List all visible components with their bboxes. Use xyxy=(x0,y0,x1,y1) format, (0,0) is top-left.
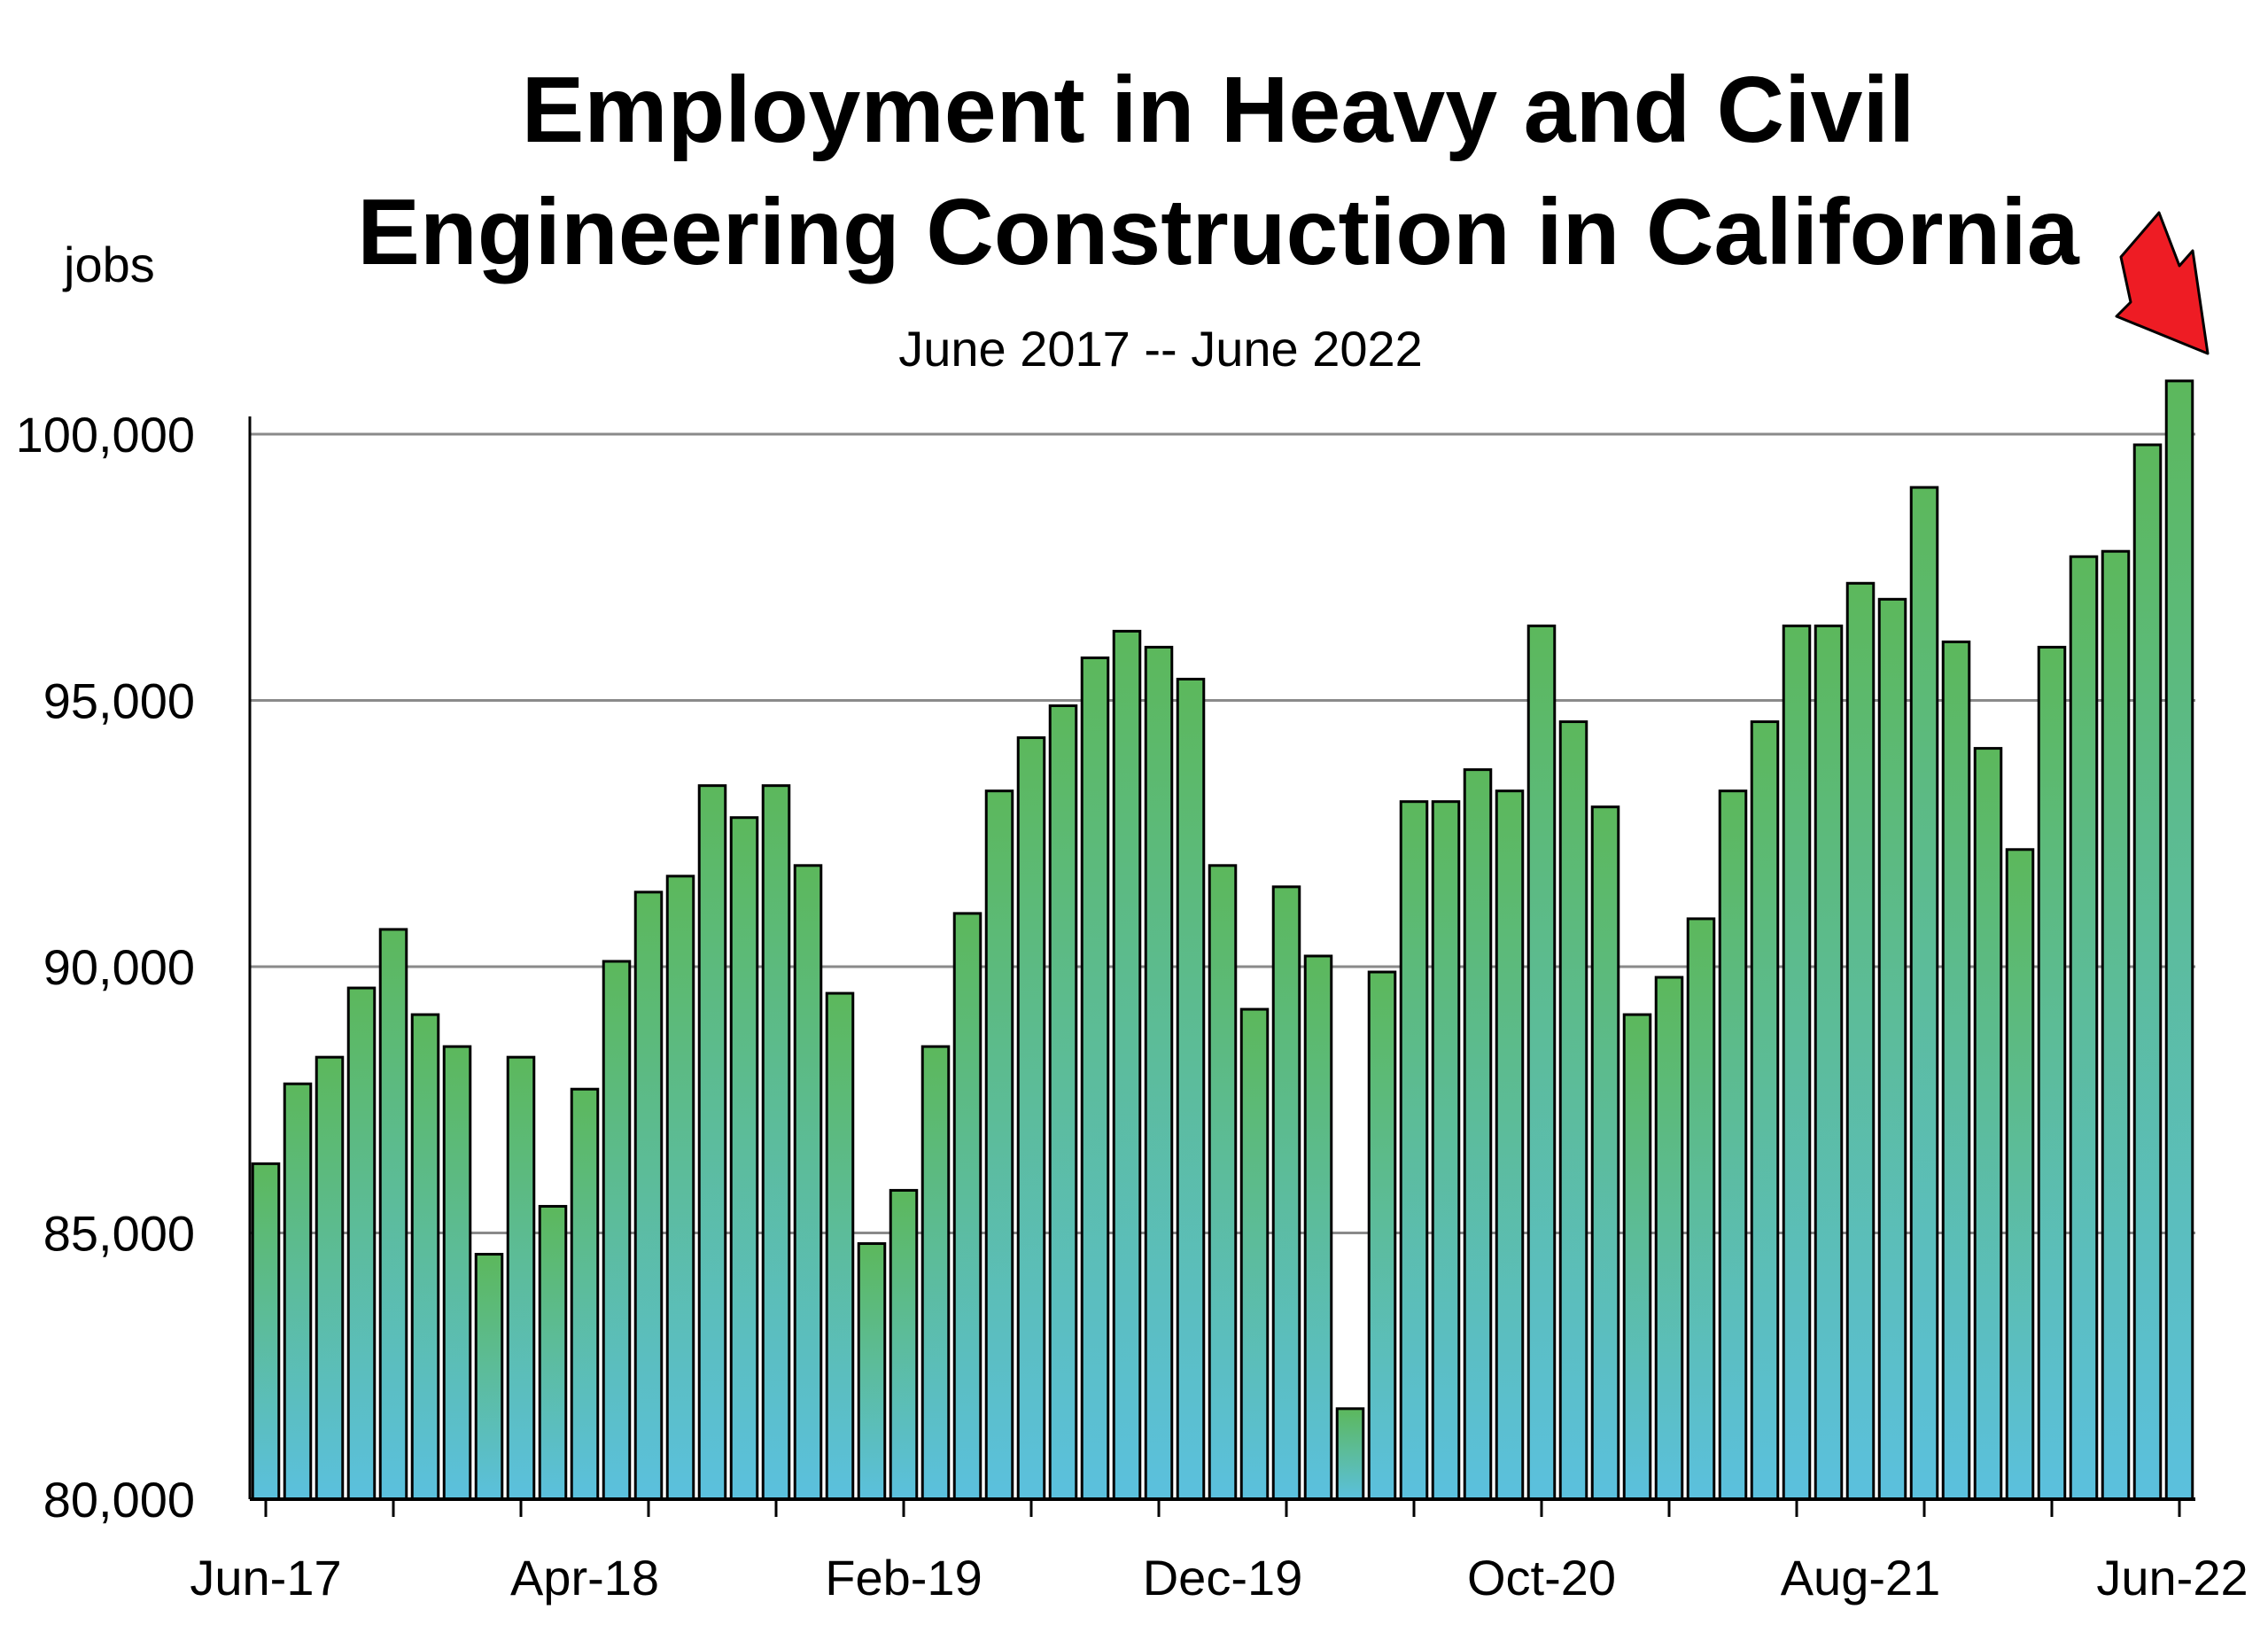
bar xyxy=(697,784,727,1501)
bar xyxy=(1526,624,1557,1501)
y-tick-label: 100,000 xyxy=(16,407,195,463)
chart-title-line-1: Employment in Heavy and Civil xyxy=(522,58,1915,162)
bar xyxy=(315,1055,345,1501)
y-tick-label: 85,000 xyxy=(43,1206,195,1262)
bars xyxy=(251,379,2194,1501)
bar xyxy=(1112,629,1142,1501)
bar xyxy=(920,1045,951,1501)
bar xyxy=(665,875,695,1501)
bar xyxy=(1718,789,1748,1501)
x-tick-label: Apr-18 xyxy=(510,1550,659,1606)
bar xyxy=(1654,976,1684,1501)
bar xyxy=(1909,486,1939,1501)
bar xyxy=(825,991,855,1501)
x-tick-label: Feb-19 xyxy=(825,1550,982,1606)
bar xyxy=(2037,645,2067,1501)
x-tick-label: Dec-19 xyxy=(1143,1550,1303,1606)
bar xyxy=(538,1204,568,1501)
bar xyxy=(889,1188,919,1501)
bar xyxy=(506,1055,536,1501)
bar xyxy=(1144,645,1174,1501)
x-tick-label: Aug-21 xyxy=(1781,1550,1941,1606)
x-tick-labels: Jun-17 Apr-18 Feb-19 Dec-19 Oct-20 Aug-21 Jun-… xyxy=(190,1550,2248,1606)
axes xyxy=(248,416,2195,1517)
bar xyxy=(1622,1013,1652,1501)
bar xyxy=(442,1045,472,1501)
bar xyxy=(602,960,632,1501)
bar xyxy=(1431,800,1461,1501)
x-tick-label: Jun-17 xyxy=(190,1550,341,1606)
bar xyxy=(251,1162,281,1501)
y-axis-label: jobs xyxy=(62,237,155,292)
y-tick-label: 90,000 xyxy=(43,939,195,995)
x-tick-label: Jun-22 xyxy=(2096,1550,2248,1606)
bar xyxy=(283,1082,313,1501)
bar xyxy=(1399,800,1429,1501)
bar xyxy=(1941,640,1971,1501)
bar xyxy=(2132,443,2163,1501)
x-tick-label: Oct-20 xyxy=(1467,1550,1616,1606)
bar xyxy=(1495,789,1525,1501)
bar xyxy=(1590,805,1620,1501)
bar xyxy=(857,1242,887,1501)
bar xyxy=(1271,885,1301,1501)
bar xyxy=(1208,864,1238,1501)
bar xyxy=(1303,954,1333,1501)
bar xyxy=(1973,747,2003,1501)
bar xyxy=(1080,656,1110,1501)
bar xyxy=(1814,624,1844,1501)
bar xyxy=(1463,768,1493,1501)
bar xyxy=(1686,917,1716,1501)
bar xyxy=(761,784,791,1501)
bar xyxy=(1845,581,1876,1501)
bar xyxy=(2101,549,2131,1501)
bar xyxy=(1558,720,1588,1501)
chart-subtitle: June 2017 -- June 2022 xyxy=(898,321,1423,377)
bar xyxy=(1782,624,1812,1501)
bar xyxy=(633,890,664,1501)
bar xyxy=(2069,555,2099,1501)
y-tick-label: 80,000 xyxy=(43,1472,195,1528)
bar xyxy=(378,928,408,1501)
bar xyxy=(1239,1007,1270,1501)
y-tick-label: 95,000 xyxy=(43,673,195,729)
bar xyxy=(346,986,377,1501)
bar xyxy=(410,1013,440,1501)
chart-title-line-2: Engineering Construction in California xyxy=(357,180,2079,284)
bar xyxy=(1335,1407,1365,1501)
bar xyxy=(729,816,759,1501)
bar xyxy=(2005,848,2035,1501)
bar xyxy=(1176,677,1206,1501)
bar xyxy=(952,912,983,1501)
bar xyxy=(793,864,823,1501)
highlight-arrow-icon xyxy=(2115,211,2210,355)
y-tick-labels: 80,000 85,000 90,000 95,000 100,000 xyxy=(16,407,195,1528)
bar xyxy=(1016,736,1046,1501)
bar xyxy=(1367,970,1397,1501)
bar xyxy=(984,789,1014,1501)
bar xyxy=(1048,704,1078,1501)
bar xyxy=(474,1253,504,1501)
bar xyxy=(1877,597,1907,1501)
bar xyxy=(1750,720,1780,1501)
bar xyxy=(570,1087,600,1501)
bar-highlighted xyxy=(2164,379,2194,1501)
